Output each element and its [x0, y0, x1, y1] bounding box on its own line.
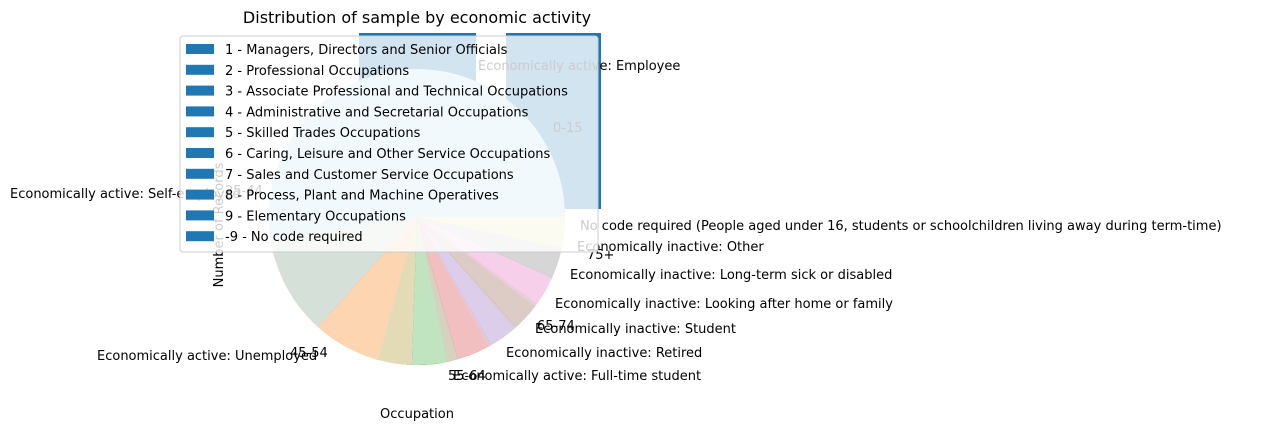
slice-label: Economically inactive: Student — [535, 322, 736, 337]
legend-entry: -9 - No code required — [225, 230, 363, 245]
slice-label: No code required (People aged under 16, … — [580, 219, 1222, 234]
age-label: 65-74 — [537, 319, 575, 334]
slice-label: Economically active: Unemployed — [97, 349, 317, 364]
overlay-slice — [411, 217, 458, 365]
legend: 1 - Managers, Directors and Senior Offic… — [179, 35, 599, 253]
age-label: 45-54 — [290, 346, 328, 361]
legend-swatch — [186, 231, 214, 242]
overlay-slice — [317, 217, 417, 365]
legend-frame — [179, 35, 599, 253]
legend-swatch — [186, 168, 214, 179]
legend-swatch — [186, 64, 214, 75]
legend-entry: 2 - Professional Occupations — [225, 64, 409, 79]
legend-entry: 8 - Process, Plant and Machine Operative… — [225, 189, 499, 204]
slice-label: Economically inactive: Long-term sick or… — [570, 268, 892, 283]
legend-entry: 4 - Administrative and Secretarial Occup… — [225, 105, 529, 120]
legend-swatch — [186, 85, 214, 96]
x-axis-label: Occupation — [380, 407, 454, 422]
legend-entry: 9 - Elementary Occupations — [225, 209, 406, 224]
legend-swatch — [186, 44, 214, 54]
slice-label: Economically inactive: Looking after hom… — [555, 297, 893, 312]
chart-title: Distribution of sample by economic activ… — [243, 8, 591, 27]
legend-swatch — [186, 189, 214, 200]
legend-swatch — [186, 127, 214, 138]
overlay-slice — [417, 217, 491, 360]
slice-label: Economically inactive: Retired — [506, 346, 702, 361]
legend-entry: 6 - Caring, Leisure and Other Service Oc… — [225, 147, 551, 162]
legend-entry: 5 - Skilled Trades Occupations — [225, 126, 421, 141]
age-label: 55-64 — [448, 369, 486, 384]
legend-entry: 3 - Associate Professional and Technical… — [225, 85, 568, 100]
legend-swatch — [186, 106, 214, 117]
legend-entry: 1 - Managers, Directors and Senior Offic… — [225, 43, 508, 58]
slice-label: Economically active: Full-time student — [453, 369, 701, 384]
legend-entry: 7 - Sales and Customer Service Occupatio… — [225, 168, 514, 183]
legend-swatch — [186, 148, 214, 158]
slice-label: Economically inactive: Other — [577, 240, 764, 255]
legend-swatch — [186, 210, 214, 221]
